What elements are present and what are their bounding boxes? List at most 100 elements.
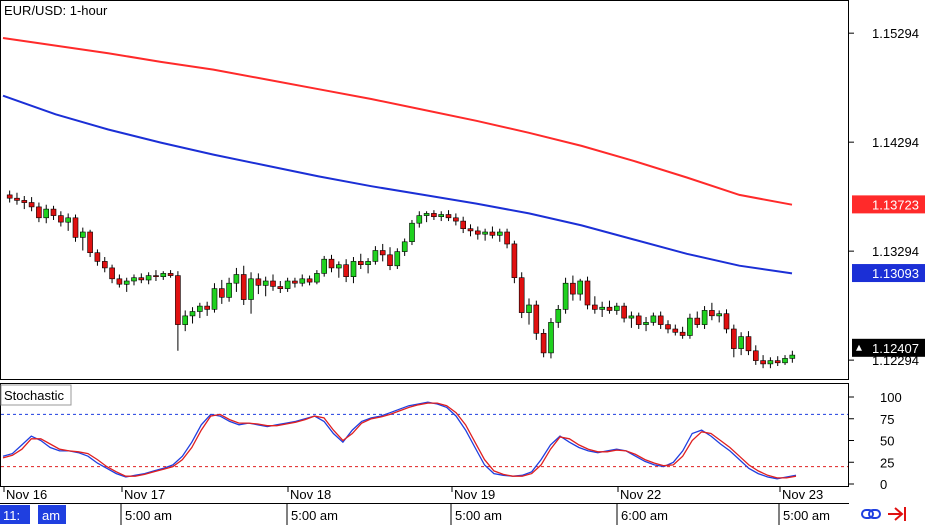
candle	[226, 277, 232, 302]
candle	[270, 274, 276, 291]
candle	[635, 312, 642, 329]
price-tick-label: 1.15294	[872, 26, 919, 41]
stochastic-tick-label: 25	[880, 455, 894, 470]
candle	[526, 298, 532, 325]
candle	[504, 228, 510, 249]
red-arrow-icon[interactable]	[888, 507, 906, 521]
candle	[387, 247, 393, 271]
candle	[335, 261, 342, 278]
candle	[489, 226, 496, 239]
candle	[379, 243, 386, 262]
candle	[167, 270, 174, 278]
stochastic-tick-label: 100	[880, 390, 902, 405]
svg-text:1.13723: 1.13723	[872, 197, 919, 212]
candle	[716, 310, 723, 323]
candle	[453, 213, 459, 226]
time-label: 5:00 am	[783, 508, 830, 523]
candle	[555, 304, 562, 328]
time-label: 5:00 am	[455, 508, 502, 523]
candle	[752, 345, 759, 365]
candle	[694, 311, 701, 328]
candle	[175, 271, 181, 351]
link-icon[interactable]	[861, 509, 881, 519]
time-cursor-box	[0, 505, 30, 524]
stochastic-line-k	[2, 401, 797, 480]
candle	[496, 228, 503, 242]
stochastic-panel	[0, 383, 849, 487]
price-tag: 1.13093	[852, 264, 925, 283]
date-label: Nov 17	[124, 487, 165, 502]
candle	[445, 210, 452, 222]
stochastic-tick-label: 75	[880, 412, 894, 427]
candle	[672, 324, 679, 336]
candle	[745, 331, 752, 356]
candle	[738, 332, 744, 356]
candle	[723, 309, 730, 334]
stochastic-line-d	[2, 402, 797, 479]
candle	[401, 238, 408, 256]
time-label: 11:	[3, 508, 20, 523]
sma-line-red	[2, 37, 793, 206]
date-label: Nov 19	[454, 487, 495, 502]
candle	[621, 302, 627, 323]
candle	[365, 258, 371, 274]
candle	[277, 281, 284, 293]
stochastic-label-box	[0, 384, 72, 406]
candle	[438, 211, 445, 222]
candle	[409, 219, 415, 246]
candle	[160, 271, 167, 280]
date-label: Nov 18	[290, 487, 331, 502]
candle	[292, 277, 298, 288]
candle	[511, 240, 518, 284]
candle	[102, 257, 108, 273]
candle	[262, 276, 269, 297]
date-label: Nov 22	[620, 487, 661, 502]
candle	[606, 300, 613, 314]
price-axis: 1.15294 1.14294 1.13294 1.12294	[849, 26, 919, 368]
candle	[372, 246, 379, 265]
candle	[145, 272, 152, 285]
candle	[248, 272, 254, 314]
candle	[760, 355, 766, 369]
candle	[65, 213, 71, 231]
candle	[36, 202, 42, 223]
time-label: 5:00 am	[125, 508, 172, 523]
candle	[50, 205, 57, 220]
candle	[350, 257, 357, 284]
candle	[460, 216, 467, 234]
date-labels: Nov 16 Nov 17 Nov 18 Nov 19 Nov 22 Nov 23	[3, 486, 823, 502]
candle	[357, 253, 364, 270]
stochastic-label: Stochastic	[4, 388, 64, 403]
candle	[650, 312, 657, 326]
time-label: 5:00 am	[291, 508, 338, 523]
time-cursor-box	[38, 505, 66, 524]
candle	[131, 274, 137, 286]
stochastic-tick-label: 0	[880, 477, 887, 492]
candle	[87, 229, 93, 258]
candle	[328, 254, 335, 273]
candle	[591, 296, 598, 314]
candle	[482, 228, 488, 241]
time-label: am	[42, 508, 60, 523]
price-tick-label: 1.14294	[872, 135, 919, 150]
price-tag: 1.12407	[852, 338, 925, 357]
candle	[701, 306, 708, 329]
candle	[21, 195, 28, 210]
svg-text:1.13093: 1.13093	[872, 266, 919, 281]
candle	[109, 264, 115, 284]
chart-title: EUR/USD: 1-hour	[4, 3, 108, 18]
candle	[6, 190, 13, 203]
candle	[211, 283, 218, 313]
candle	[782, 355, 788, 365]
date-label: Nov 16	[6, 487, 47, 502]
candle	[299, 274, 306, 287]
candle	[219, 279, 225, 304]
candle	[767, 357, 774, 369]
candle	[153, 270, 159, 282]
candle	[116, 274, 123, 288]
candle	[94, 249, 101, 266]
price-tags: 1.13723 1.13093 1.12407	[852, 195, 925, 357]
sma-layer	[2, 37, 793, 275]
